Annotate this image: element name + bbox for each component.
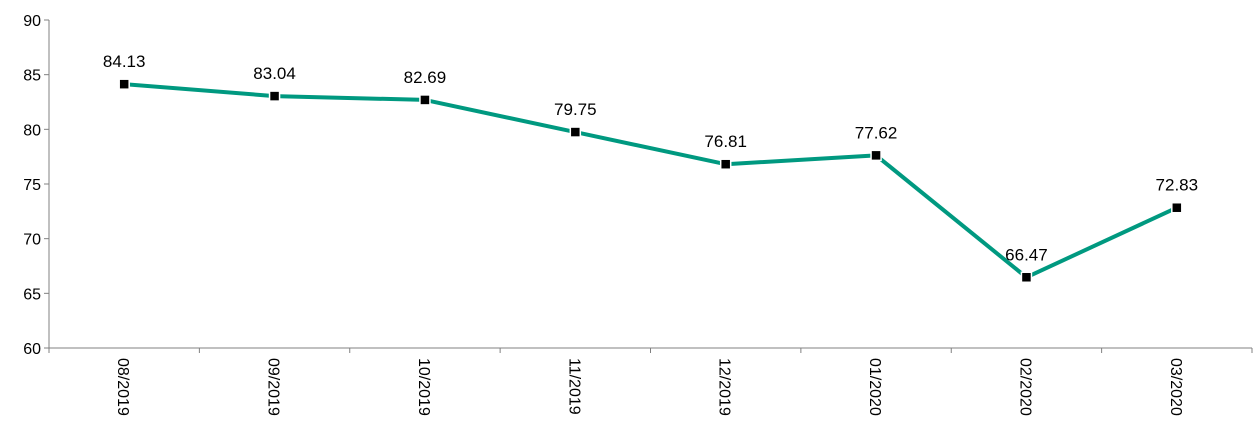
x-tick-label: 08/2019 [114,358,131,416]
data-point-marker [1171,201,1183,214]
data-label: 77.62 [855,123,898,142]
y-tick-label: 60 [23,341,41,358]
data-point-marker [419,94,431,106]
x-tick-label: 03/2020 [1167,358,1184,416]
y-tick-label: 90 [23,13,41,30]
x-tick-label: 12/2019 [716,358,733,416]
data-label: 72.83 [1156,176,1199,195]
x-tick-label: 10/2019 [415,358,432,416]
data-point-marker [1020,271,1033,284]
x-tick-label: 02/2020 [1016,358,1033,416]
y-tick-label: 80 [23,122,41,139]
data-point-marker [870,149,882,162]
data-point-marker [268,90,281,102]
y-tick-label: 65 [23,286,41,303]
data-label: 76.81 [704,132,747,151]
data-label: 82.69 [404,68,447,87]
y-tick-label: 70 [23,232,41,249]
data-point-marker [719,158,732,170]
chart-axes [48,20,1252,349]
data-label: 83.04 [253,64,296,83]
y-tick-label: 85 [23,68,41,85]
data-labels-group: 84.13 83.04 82.69 79.75 76.81 77.62 66.47 72.83 [103,52,1198,264]
x-axis-ticks: 08/2019 09/2019 10/2019 11/2019 12/2019 01/20… [48,348,1253,416]
data-label: 66.47 [1005,245,1048,264]
data-point-marker [569,126,582,138]
y-axis-ticks: 60 65 70 75 80 85 90 [23,13,49,358]
data-point-marker [118,78,130,90]
y-tick-label: 75 [23,177,41,194]
x-tick-label: 11/2019 [565,358,582,415]
x-tick-label: 01/2020 [866,358,883,416]
markers-group [118,78,1183,284]
data-label: 79.75 [554,100,597,119]
series-line [122,82,1179,280]
x-tick-label: 09/2019 [265,358,282,416]
series-group [122,82,1179,280]
data-label: 84.13 [103,52,146,71]
